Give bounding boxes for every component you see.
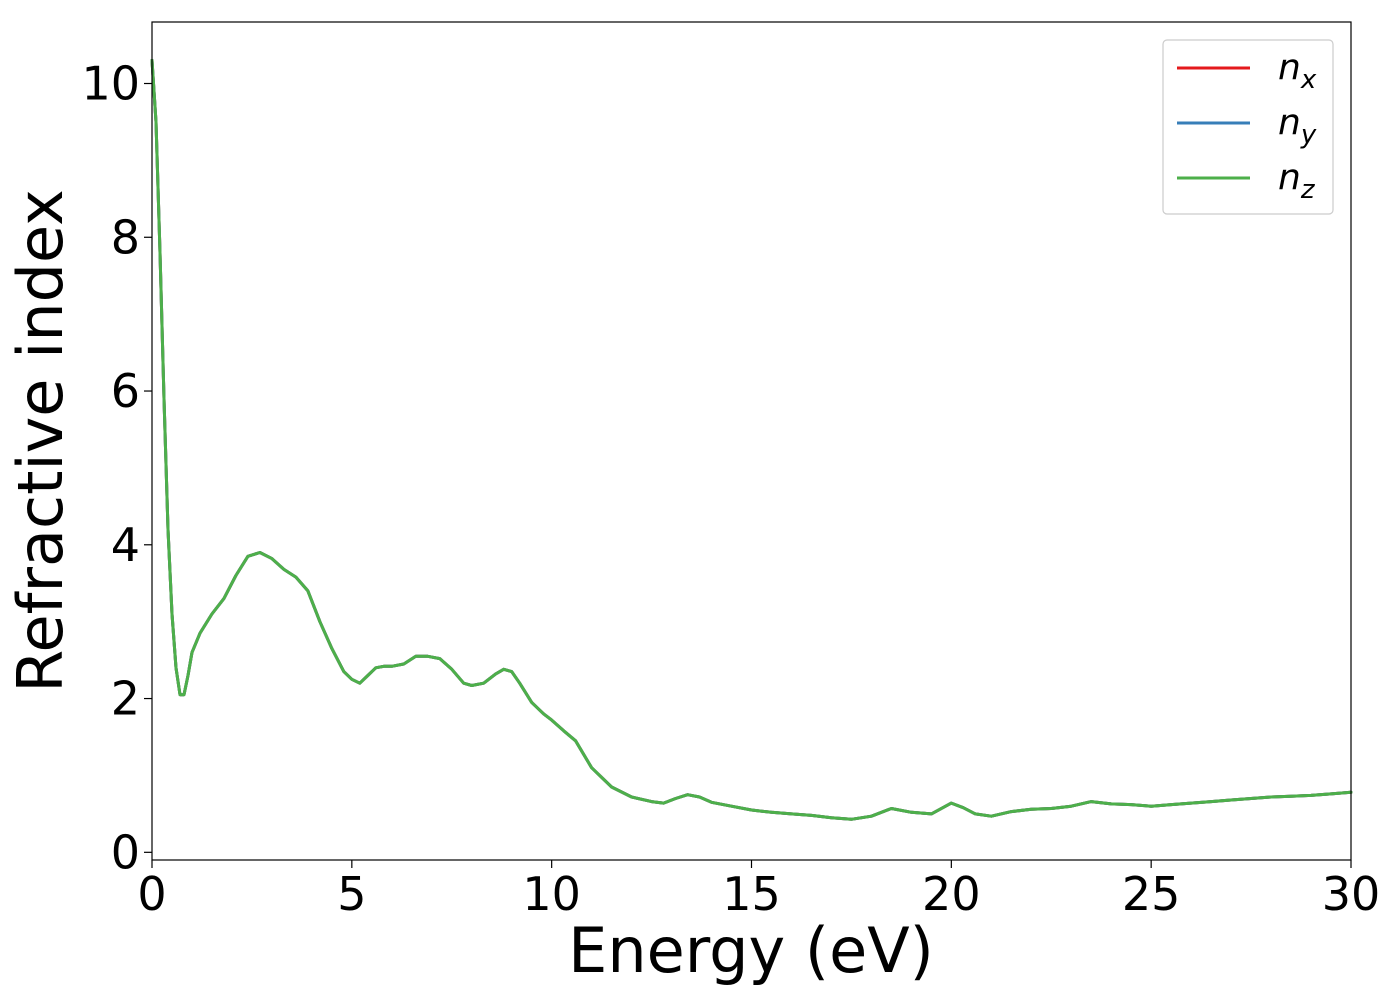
y-tick-label: 8: [111, 210, 140, 264]
legend-label-x: nx: [1278, 47, 1317, 95]
y-tick-label: 6: [111, 364, 140, 418]
series-layer: [150, 58, 1353, 821]
x-tick-label: 10: [522, 867, 581, 921]
legend-box: [1162, 39, 1334, 215]
legend-label-z: nz: [1278, 157, 1316, 205]
y-axis-title: Refractive index: [4, 189, 77, 693]
x-tick-label: 25: [1122, 867, 1181, 921]
y-tick-label: 10: [81, 57, 140, 111]
legend: nx ny nz: [1162, 39, 1334, 215]
series-line-z: [150, 58, 1353, 821]
plot-area: [152, 22, 1351, 860]
x-axis: 0 5 10 15 20 25 30: [137, 860, 1380, 921]
x-tick-label: 5: [337, 867, 366, 921]
legend-label-y: ny: [1278, 102, 1317, 150]
x-tick-label: 30: [1322, 867, 1381, 921]
x-axis-title: Energy (eV): [568, 914, 934, 987]
y-tick-label: 4: [111, 518, 140, 572]
x-tick-label: 0: [137, 867, 166, 921]
x-tick-label: 20: [922, 867, 981, 921]
y-tick-label: 2: [111, 672, 140, 726]
y-axis: 0 2 4 6 8 10: [81, 57, 152, 879]
x-tick-label: 15: [722, 867, 781, 921]
y-tick-label: 0: [111, 825, 140, 879]
